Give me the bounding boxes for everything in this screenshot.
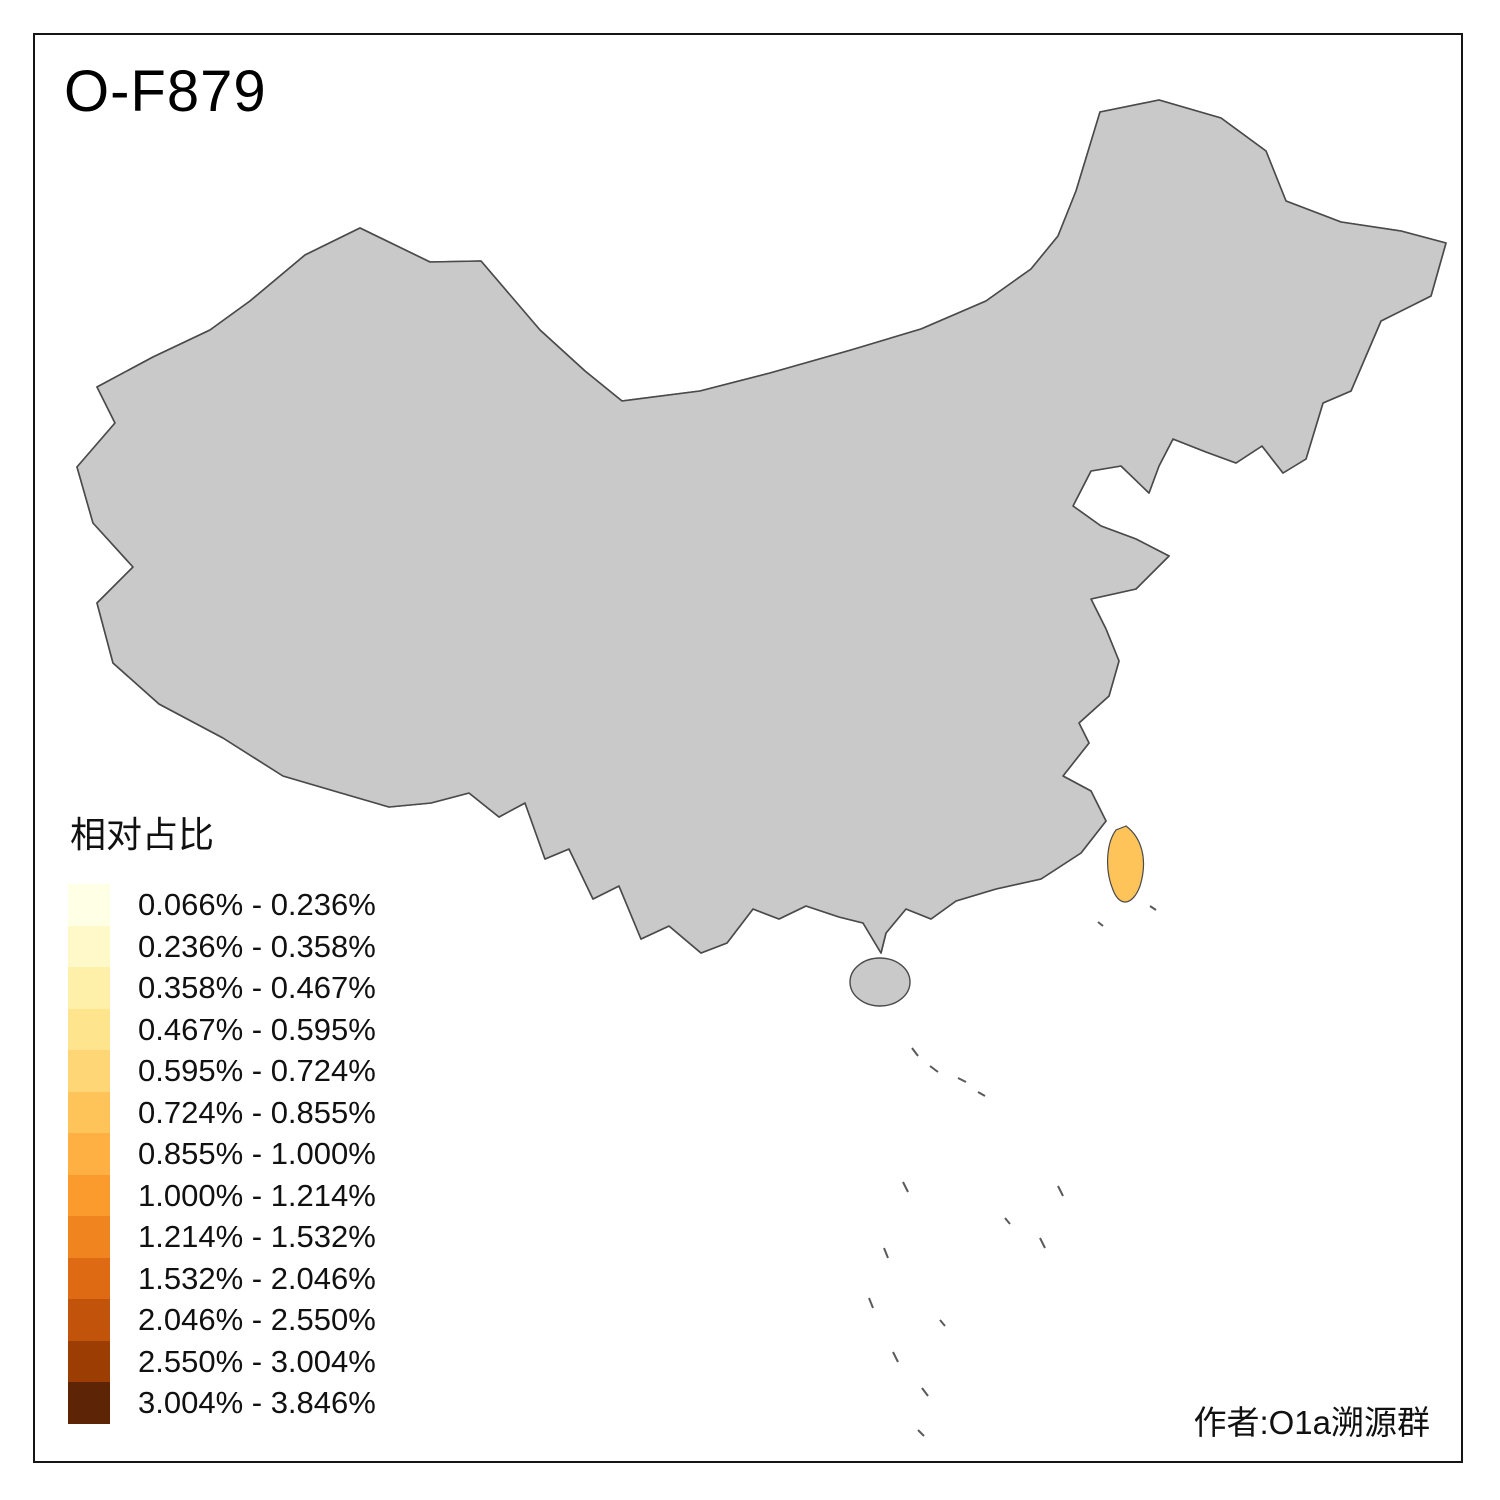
legend-item: 2.550% - 3.004%	[68, 1340, 376, 1382]
taiwan-shape	[1106, 825, 1145, 903]
legend-swatch	[68, 925, 110, 967]
attribution: 作者:O1a溯源群	[1193, 1404, 1430, 1441]
legend-label: 1.000% - 1.214%	[138, 1177, 376, 1213]
legend-item: 0.066% - 0.236%	[68, 884, 376, 926]
hainan-shape	[849, 957, 911, 1007]
legend-item: 1.000% - 1.214%	[68, 1174, 376, 1216]
legend-item: 0.855% - 1.000%	[68, 1133, 376, 1175]
legend-swatch	[68, 1216, 110, 1258]
legend-swatch	[68, 884, 110, 926]
legend-item: 0.358% - 0.467%	[68, 967, 376, 1009]
legend-label: 0.724% - 0.855%	[138, 1094, 376, 1130]
legend-label: 1.532% - 2.046%	[138, 1260, 376, 1296]
legend-label: 2.046% - 2.550%	[138, 1302, 376, 1338]
legend-label: 0.855% - 1.000%	[138, 1136, 376, 1172]
legend-item: 1.214% - 1.532%	[68, 1216, 376, 1258]
legend-label: 1.214% - 1.532%	[138, 1219, 376, 1255]
legend-item: 0.595% - 0.724%	[68, 1050, 376, 1092]
legend-label: 0.358% - 0.467%	[138, 970, 376, 1006]
legend-label: 0.467% - 0.595%	[138, 1011, 376, 1047]
legend-swatch	[68, 1340, 110, 1382]
legend-swatch	[68, 1133, 110, 1175]
legend-swatch	[68, 1257, 110, 1299]
legend-swatch	[68, 1174, 110, 1216]
sea-islands	[868, 905, 1157, 1437]
legend-swatch	[68, 1091, 110, 1133]
legend-item: 3.004% - 3.846%	[68, 1382, 376, 1424]
legend-label: 0.236% - 0.358%	[138, 928, 376, 964]
legend-item: 0.236% - 0.358%	[68, 925, 376, 967]
legend-label: 0.595% - 0.724%	[138, 1053, 376, 1089]
legend-item: 2.046% - 2.550%	[68, 1299, 376, 1341]
legend-swatch	[68, 967, 110, 1009]
legend-item: 0.724% - 0.855%	[68, 1091, 376, 1133]
legend-swatch	[68, 1382, 110, 1424]
legend: 相对占比 0.066% - 0.236% 0.236% - 0.358% 0.3…	[68, 806, 376, 1424]
legend-item: 1.532% - 2.046%	[68, 1257, 376, 1299]
legend-items: 0.066% - 0.236% 0.236% - 0.358% 0.358% -…	[68, 884, 376, 1424]
map-region	[1093, 738, 1119, 762]
map-title: O-F879	[64, 59, 267, 124]
legend-label: 3.004% - 3.846%	[138, 1385, 376, 1421]
legend-label: 2.550% - 3.004%	[138, 1343, 376, 1379]
legend-swatch	[68, 1050, 110, 1092]
legend-title: 相对占比	[70, 814, 215, 855]
legend-label: 0.066% - 0.236%	[138, 887, 376, 923]
legend-swatch	[68, 1008, 110, 1050]
legend-swatch	[68, 1299, 110, 1341]
legend-item: 0.467% - 0.595%	[68, 1008, 376, 1050]
